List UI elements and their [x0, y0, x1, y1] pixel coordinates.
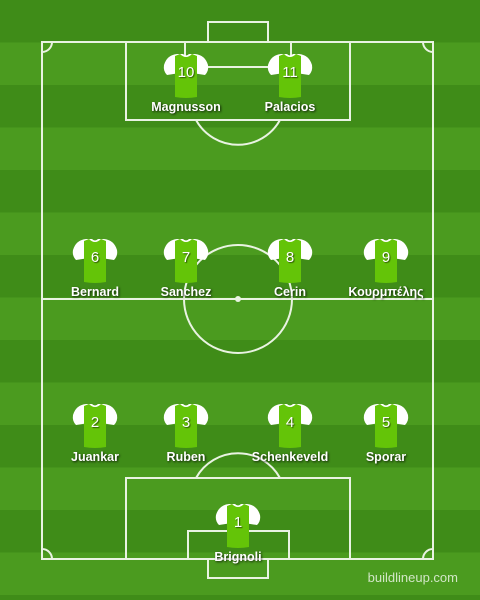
player-number: 6: [90, 249, 100, 266]
player-name: Palacios: [264, 100, 316, 114]
player-name: Ruben: [166, 450, 206, 464]
player-card[interactable]: 2 Juankar: [40, 401, 150, 464]
player-name: Bernard: [71, 285, 119, 299]
corner-arc-top-right: [422, 41, 434, 53]
player-number: 8: [285, 249, 295, 266]
center-spot: [235, 296, 241, 302]
shirt-icon: 5: [361, 401, 411, 449]
player-number: 3: [181, 414, 191, 431]
top-goal: [207, 21, 269, 43]
player-number: 9: [381, 249, 391, 266]
shirt-icon: 9: [361, 236, 411, 284]
shirt-icon: 10: [161, 51, 211, 99]
player-name: Sanchez: [160, 285, 212, 299]
player-name: Cerin: [274, 285, 306, 299]
player-number: 11: [282, 64, 298, 81]
corner-arc-bottom-right: [422, 548, 434, 560]
player-name: Brignoli: [214, 550, 262, 564]
shirt-icon: 3: [161, 401, 211, 449]
player-number: 4: [285, 414, 295, 431]
player-number: 7: [181, 249, 191, 266]
player-number: 2: [90, 414, 100, 431]
top-six-yard-box: [184, 41, 292, 68]
shirt-icon: 8: [265, 236, 315, 284]
player-name: Magnusson: [151, 100, 221, 114]
player-number: 10: [177, 64, 195, 81]
shirt-icon: 7: [161, 236, 211, 284]
player-card[interactable]: 9 Κουρμπέλης: [331, 236, 441, 299]
shirt-icon: 6: [70, 236, 120, 284]
player-number: 1: [233, 514, 243, 531]
player-name: Juankar: [71, 450, 119, 464]
player-card[interactable]: 3 Ruben: [131, 401, 241, 464]
shirt-icon: 4: [265, 401, 315, 449]
player-card[interactable]: 6 Bernard: [40, 236, 150, 299]
player-card[interactable]: 8 Cerin: [235, 236, 345, 299]
player-name: Schenkeveld: [251, 450, 329, 464]
player-card[interactable]: 11 Palacios: [235, 51, 345, 114]
shirt-icon: 11: [265, 51, 315, 99]
shirt-icon: 2: [70, 401, 120, 449]
player-name: Sporar: [365, 450, 407, 464]
player-card[interactable]: 5 Sporar: [331, 401, 441, 464]
player-card[interactable]: 10 Magnusson: [131, 51, 241, 114]
bottom-penalty-arc: [195, 452, 281, 479]
player-card[interactable]: 4 Schenkeveld: [235, 401, 345, 464]
shirt-icon: 1: [213, 501, 263, 549]
top-penalty-arc: [195, 119, 281, 146]
player-name: Κουρμπέλης: [348, 285, 424, 299]
brand-watermark: buildlineup.com: [367, 570, 458, 585]
corner-arc-bottom-left: [41, 548, 53, 560]
player-card[interactable]: 7 Sanchez: [131, 236, 241, 299]
player-card[interactable]: 1 Brignoli: [183, 501, 293, 564]
player-number: 5: [381, 414, 391, 431]
center-circle: [183, 244, 293, 354]
corner-arc-top-left: [41, 41, 53, 53]
